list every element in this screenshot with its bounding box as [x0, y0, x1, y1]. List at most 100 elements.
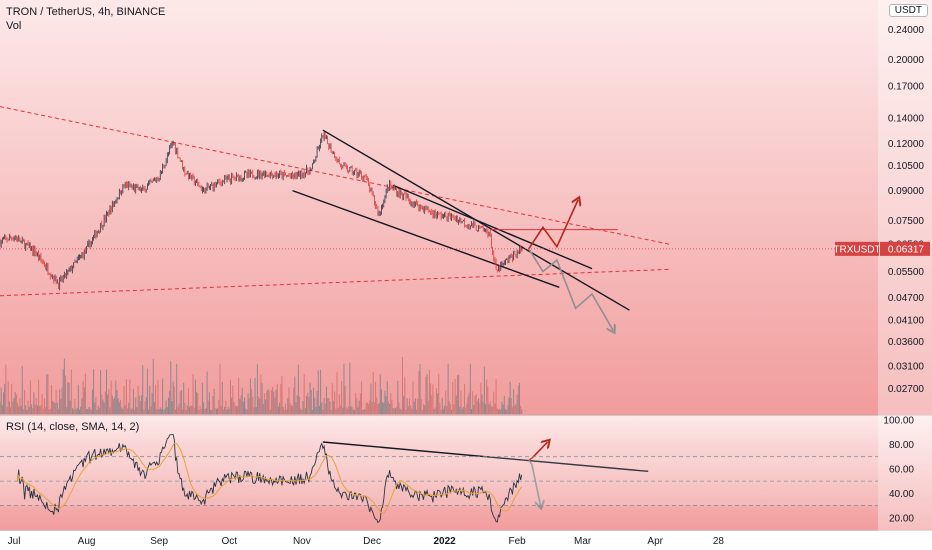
volume-bar [404, 376, 406, 414]
volume-bar [268, 389, 270, 414]
rsi-sma-line [17, 442, 523, 514]
volume-bar [142, 365, 144, 414]
volume-bar [151, 392, 153, 414]
volume-bar [390, 393, 392, 414]
volume-bar [241, 387, 243, 414]
volume-bar [101, 394, 103, 414]
rsi-legend[interactable]: RSI (14, close, SMA, 14, 2) [6, 421, 140, 433]
volume-bar [453, 404, 455, 414]
volume-bar [290, 405, 292, 414]
volume-bar [125, 379, 127, 414]
rsi-pane-background [0, 416, 932, 530]
volume-bar [399, 408, 401, 414]
volume-bar [300, 408, 302, 414]
rsi-bearish-arrow[interactable] [528, 459, 541, 505]
volume-bar [303, 373, 305, 414]
volume-bar [12, 401, 14, 414]
volume-bar [489, 401, 491, 414]
candlestick-series [0, 131, 878, 291]
volume-bar [112, 399, 114, 414]
volume-bar [39, 406, 41, 414]
volume-bar [431, 395, 433, 414]
volume-bar [496, 408, 498, 414]
volume-bar [511, 407, 513, 414]
volume-bar [193, 407, 195, 414]
currency-button[interactable]: USDT [888, 4, 928, 17]
volume-legend[interactable]: Vol [6, 20, 22, 32]
rsi-tick-label: 40.00 [889, 489, 914, 500]
volume-bar [131, 408, 133, 414]
volume-bar [366, 402, 368, 414]
volume-bar [184, 403, 186, 414]
volume-bar [501, 401, 503, 414]
dashed-trend-line[interactable] [0, 106, 672, 246]
volume-bar [3, 392, 5, 414]
volume-bar [456, 375, 458, 414]
volume-bar [345, 407, 347, 414]
volume-bar [157, 380, 159, 414]
volume-bar [288, 387, 290, 414]
volume-bar [368, 404, 370, 414]
volume-bar [98, 407, 100, 414]
symbol-legend[interactable]: TRON / TetherUS, 4h, BINANCE [6, 6, 166, 18]
volume-bar [448, 401, 450, 414]
time-tick-label: Feb [509, 536, 527, 547]
volume-bar [251, 388, 253, 414]
volume-bar [160, 408, 162, 414]
volume-bar [182, 409, 184, 414]
price-axis[interactable]: 0.24000 0.20000 0.17000 0.14000 0.12000 0.105… [833, 25, 930, 524]
volume-bar [403, 395, 405, 414]
volume-bar [105, 369, 107, 414]
volume-bar [152, 358, 154, 414]
volume-bar [233, 401, 235, 414]
volume-bar [132, 388, 134, 414]
volume-bar [266, 391, 268, 414]
dashed-trend-line[interactable] [0, 268, 672, 297]
trend-line[interactable] [392, 184, 593, 270]
volume-bar [424, 405, 426, 414]
volume-bar [205, 408, 207, 414]
bearish-projection-arrow[interactable] [528, 248, 613, 330]
trend-line[interactable] [292, 189, 560, 288]
volume-bar [172, 381, 174, 414]
volume-bar [66, 407, 68, 414]
rsi-tick-label: 60.00 [889, 464, 914, 475]
volume-bar [38, 379, 40, 414]
volume-bar [428, 369, 430, 414]
rsi-indicator [0, 434, 878, 524]
volume-bar [136, 407, 138, 414]
volume-bar [217, 408, 219, 414]
volume-bar [134, 409, 136, 414]
volume-bar [52, 400, 54, 414]
volume-bar [21, 365, 23, 414]
volume-bar [0, 401, 1, 414]
volume-bar [349, 362, 351, 414]
bullish-projection-arrow[interactable] [528, 200, 578, 250]
volume-bar [279, 402, 281, 414]
volume-bar [260, 374, 262, 414]
volume-bar [419, 363, 421, 414]
volume-bar [258, 396, 260, 414]
volume-bar [81, 398, 83, 414]
volume-bar [155, 384, 157, 414]
rsi-bullish-arrow[interactable] [528, 442, 548, 461]
volume-bar [115, 380, 117, 414]
volume-bar [302, 401, 304, 414]
volume-bar [341, 380, 343, 414]
volume-bar [247, 393, 249, 414]
symbol-price-tag [835, 241, 879, 256]
volume-bar [377, 403, 379, 414]
volume-bar [420, 398, 422, 414]
volume-bar [465, 407, 467, 414]
volume-bar [15, 394, 17, 414]
volume-bar [196, 391, 198, 414]
time-axis[interactable]: Jul Aug Sep Oct Nov Dec 2022 Feb Mar Apr 28 [8, 536, 725, 547]
volume-bar [357, 407, 359, 414]
volume-bar [239, 398, 241, 414]
volume-bar [301, 409, 303, 414]
volume-bar [310, 389, 312, 414]
volume-bar [334, 391, 336, 414]
volume-bar [177, 406, 179, 414]
drawing-tools[interactable] [0, 106, 672, 506]
